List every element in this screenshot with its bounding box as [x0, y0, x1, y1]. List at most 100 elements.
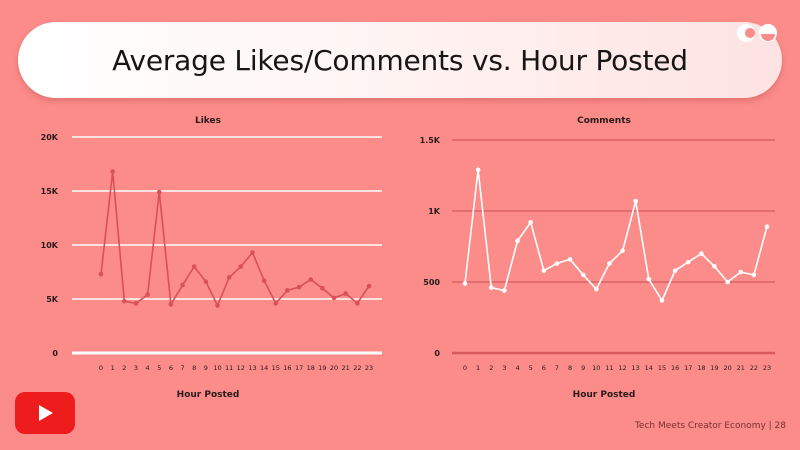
- x-tick-label: 5: [157, 364, 161, 372]
- x-tick-label: 16: [283, 364, 291, 372]
- x-tick-label: 17: [684, 364, 692, 372]
- x-tick-label: 1: [476, 364, 480, 372]
- data-point: [515, 238, 520, 244]
- x-tick-label: 19: [318, 364, 326, 372]
- data-point: [98, 271, 104, 277]
- x-tick-label: 6: [169, 364, 173, 372]
- data-point: [541, 268, 547, 273]
- data-point: [366, 283, 372, 289]
- data-point: [594, 286, 599, 292]
- x-tick-label: 2: [489, 364, 493, 372]
- data-point: [343, 291, 348, 296]
- data-point: [488, 285, 494, 290]
- data-point: [528, 220, 533, 225]
- data-point: [122, 298, 127, 304]
- data-point: [751, 272, 757, 278]
- data-point: [261, 278, 267, 283]
- data-point: [226, 275, 232, 280]
- data-point: [238, 264, 244, 269]
- series-line: [100, 170, 370, 307]
- x-tick-label: 12: [618, 364, 626, 372]
- x-tick-label: 18: [697, 364, 705, 372]
- x-tick-label: 5: [529, 364, 533, 372]
- data-point: [475, 167, 481, 173]
- x-tick-label: 6: [542, 364, 546, 372]
- x-tick-label: 0: [463, 364, 467, 372]
- x-tick-label: 22: [750, 364, 758, 372]
- x-tick-label: 11: [605, 364, 613, 372]
- chart-title: Comments: [577, 116, 631, 126]
- data-point: [250, 250, 255, 255]
- y-tick-label: 0: [52, 349, 58, 358]
- data-point: [156, 189, 162, 195]
- x-tick-label: 21: [737, 364, 745, 372]
- data-point: [672, 268, 678, 273]
- x-tick-label: 15: [272, 364, 280, 372]
- data-point: [502, 288, 507, 293]
- y-tick-label: 20K: [41, 133, 59, 142]
- data-point: [738, 269, 744, 275]
- data-point: [685, 259, 691, 265]
- y-tick-label: 1.5K: [420, 136, 441, 145]
- x-tick-label: 7: [555, 364, 559, 372]
- x-tick-label: 15: [658, 364, 666, 372]
- data-point: [133, 301, 139, 306]
- y-tick-label: 500: [423, 278, 440, 287]
- x-axis-label: Hour Posted: [177, 390, 240, 400]
- x-tick-label: 14: [645, 364, 653, 372]
- x-tick-label: 13: [248, 364, 256, 372]
- x-tick-label: 3: [502, 364, 506, 372]
- data-point: [285, 288, 290, 293]
- x-tick-label: 8: [568, 364, 572, 372]
- x-tick-label: 14: [260, 364, 268, 372]
- footer-text: Tech Meets Creator Economy | 28: [634, 421, 786, 431]
- x-tick-label: 4: [146, 364, 150, 372]
- x-tick-label: 3: [134, 364, 138, 372]
- data-point: [215, 303, 220, 308]
- data-point: [273, 301, 279, 306]
- data-point: [320, 285, 325, 291]
- data-point: [168, 302, 174, 307]
- data-point: [699, 251, 704, 256]
- data-point: [191, 264, 197, 269]
- data-point: [620, 248, 625, 254]
- data-point: [659, 298, 665, 303]
- data-point: [712, 264, 717, 269]
- x-tick-label: 9: [204, 364, 208, 372]
- x-tick-label: 20: [723, 364, 731, 372]
- data-point: [308, 277, 314, 282]
- title-banner: Average Likes/Comments vs. Hour Posted: [18, 22, 782, 98]
- y-tick-label: 0: [434, 349, 440, 358]
- x-tick-label: 1: [111, 364, 115, 372]
- data-point: [646, 276, 652, 282]
- data-point: [462, 281, 468, 286]
- x-axis-label: Hour Posted: [573, 390, 636, 400]
- x-tick-label: 17: [295, 364, 303, 372]
- x-tick-label: 4: [515, 364, 519, 372]
- x-tick-label: 16: [671, 364, 679, 372]
- data-point: [145, 292, 150, 297]
- x-tick-label: 9: [581, 364, 585, 372]
- data-point: [580, 272, 586, 278]
- youtube-play-icon: [15, 392, 75, 434]
- creator-logo-icon: [737, 24, 777, 42]
- data-point: [180, 282, 185, 288]
- x-tick-label: 23: [763, 364, 771, 372]
- data-point: [355, 301, 360, 306]
- x-tick-label: 23: [365, 364, 373, 372]
- x-tick-label: 13: [632, 364, 640, 372]
- y-tick-label: 10K: [41, 241, 59, 250]
- chart-title: Likes: [195, 116, 221, 126]
- data-point: [633, 198, 638, 204]
- x-tick-label: 19: [710, 364, 718, 372]
- x-tick-label: 22: [353, 364, 361, 372]
- y-tick-label: 5K: [46, 295, 59, 304]
- x-tick-label: 18: [307, 364, 315, 372]
- data-point: [331, 295, 337, 301]
- slide-title: Average Likes/Comments vs. Hour Posted: [112, 43, 688, 77]
- series-line: [464, 169, 768, 302]
- data-point: [607, 261, 612, 266]
